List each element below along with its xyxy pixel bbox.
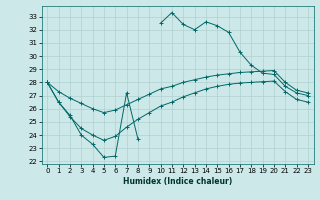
X-axis label: Humidex (Indice chaleur): Humidex (Indice chaleur) bbox=[123, 177, 232, 186]
